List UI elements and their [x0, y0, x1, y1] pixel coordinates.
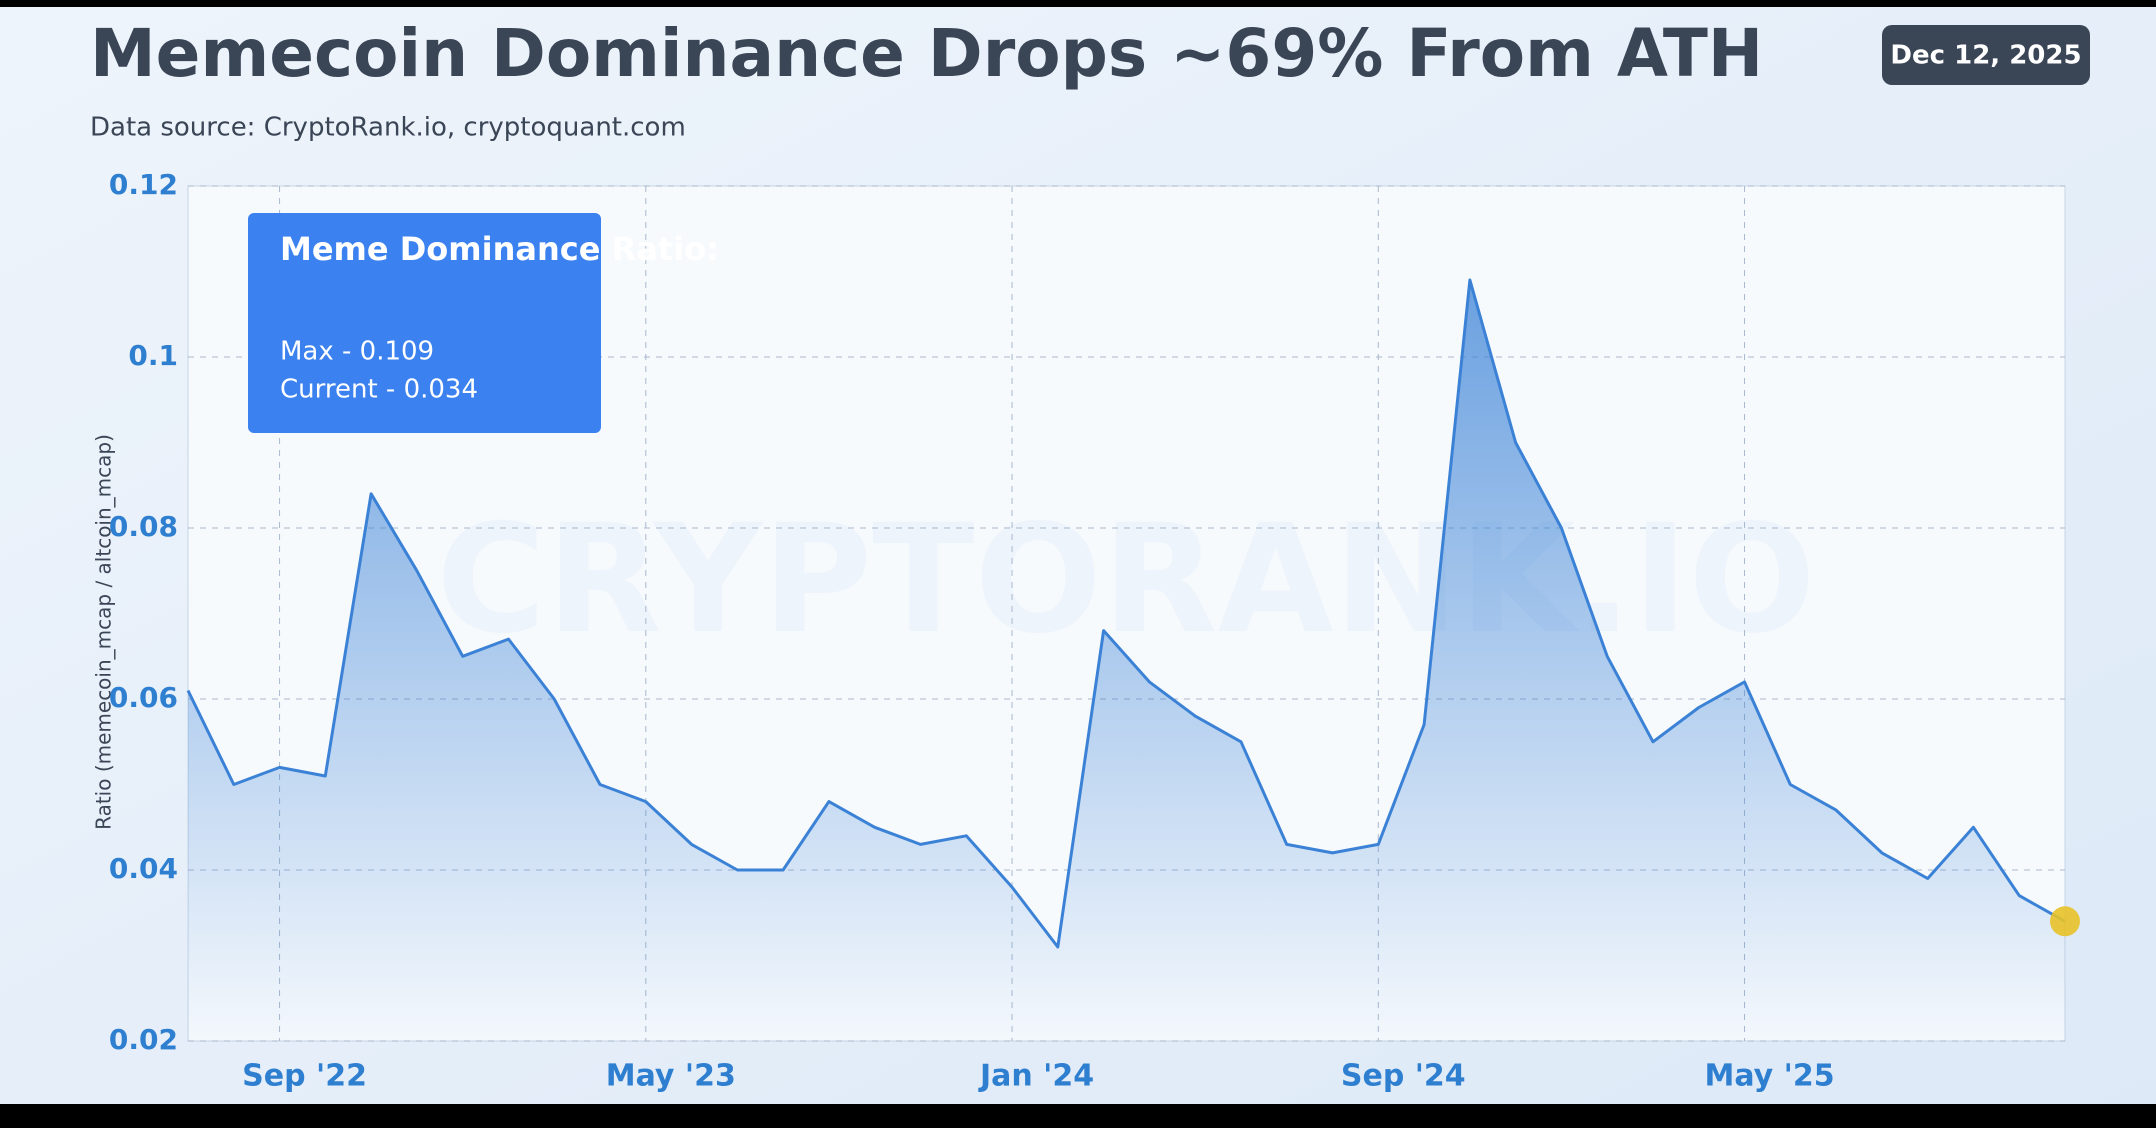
x-tick-label: Jan '24 [978, 1059, 1094, 1094]
plot: 0.02 0.04 0.06 0.08 0.1 0.12 Sep '22 May '23 Jan… [109, 168, 2080, 1094]
subtitle: Data source: CryptoRank.io, cryptoquant.… [90, 113, 686, 143]
current-marker [2050, 906, 2080, 937]
watermark: CRYPTORANK.IO [436, 493, 1815, 667]
line [186, 278, 2066, 949]
area [188, 280, 2065, 1041]
x-tick-label: May '23 [606, 1059, 736, 1094]
annotation-box [248, 213, 601, 433]
annotation-title: Meme Dominance Ratio: [280, 230, 719, 268]
x-tick-label: May '25 [1704, 1059, 1834, 1094]
date: Dec 12, 2025 [1890, 41, 2081, 71]
x-tick-label: Sep '24 [1341, 1059, 1466, 1094]
chart-title: Memecoin Dominance Drops ~69% From ATH [90, 15, 1763, 92]
y-tick-label: 0.04 [109, 852, 178, 885]
y-tick-label: 0.06 [109, 681, 178, 714]
y-axis-label: Ratio (memecoin_mcap / altcoin_mcap) [92, 434, 116, 830]
date-badge [1882, 25, 2090, 85]
annotation-line: Max - 0.109 [280, 337, 434, 367]
y-tick-label: 0.1 [128, 339, 178, 372]
y-tick-label: 0.08 [109, 510, 178, 543]
y-tick-label: 0.12 [109, 168, 178, 201]
y-tick-label: 0.02 [109, 1023, 178, 1056]
x-tick-label: Sep '22 [242, 1059, 367, 1094]
top-bar [0, 0, 2156, 7]
annotation-line: Current - 0.034 [280, 375, 478, 405]
bottom-bar [0, 1104, 2156, 1128]
